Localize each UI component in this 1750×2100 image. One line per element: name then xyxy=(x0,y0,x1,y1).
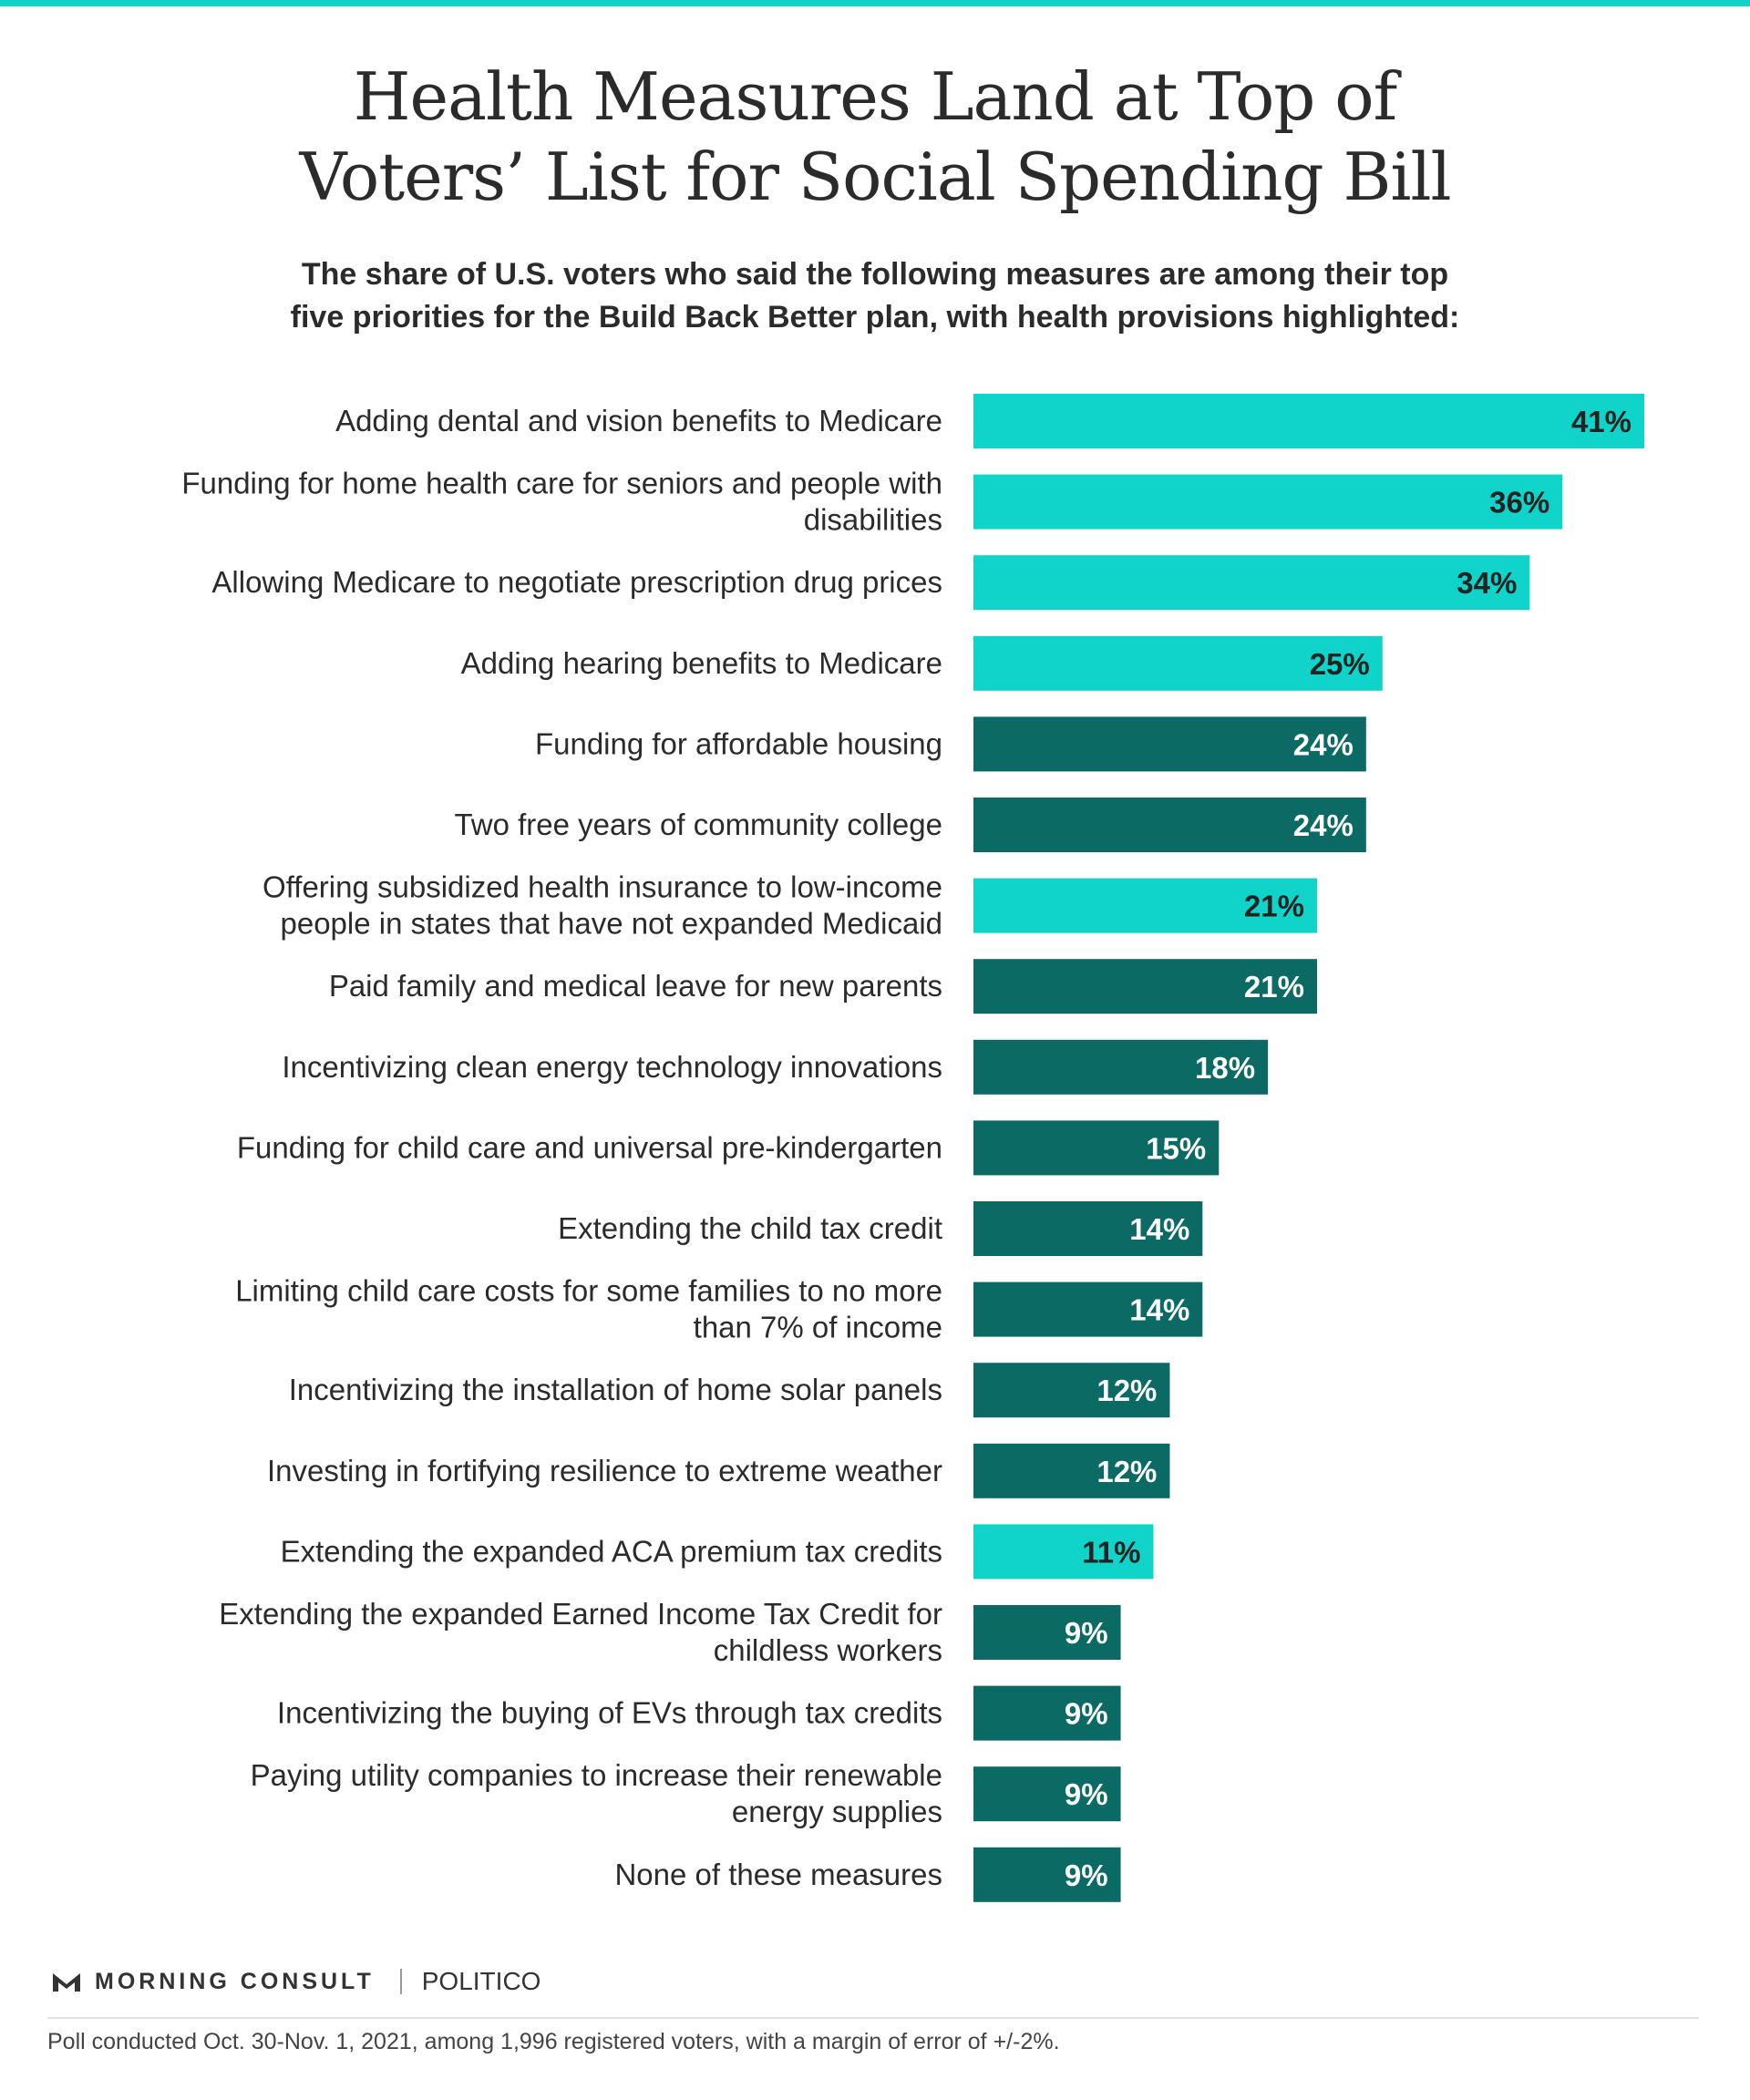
bar-value-label-12: 14% xyxy=(1129,1293,1189,1327)
category-label-10: Funding for child care and universal pre… xyxy=(237,1130,942,1164)
bar-value-label-6: 24% xyxy=(1293,808,1354,842)
bar-chart: 41% Adding dental and vision benefits to … xyxy=(181,394,1644,1902)
category-label-8: Paid family and medical leave for new pa… xyxy=(329,969,942,1003)
bar-value-label-7: 21% xyxy=(1244,890,1304,923)
bar-value-label-11: 14% xyxy=(1129,1212,1189,1246)
category-label-11: Extending the child tax credit xyxy=(558,1211,942,1245)
category-label-16-line-1: Extending the expanded Earned Income Tax… xyxy=(219,1597,942,1631)
bar-value-label-15: 11% xyxy=(1082,1535,1140,1569)
chart-subtitle-line-1: The share of U.S. voters who said the fo… xyxy=(301,257,1449,292)
bar-value-label-18: 9% xyxy=(1065,1777,1108,1811)
category-label-15: Extending the expanded ACA premium tax c… xyxy=(281,1534,942,1568)
chart-title-line-2: Voters’ List for Social Spending Bill xyxy=(299,139,1451,215)
bar-value-label-8: 21% xyxy=(1244,970,1304,1004)
category-label-18-line-1: Paying utility companies to increase the… xyxy=(251,1758,942,1792)
bar-value-label-19: 9% xyxy=(1065,1858,1108,1892)
chart-title: Health Measures Land at Top of Voters’ L… xyxy=(0,57,1750,217)
category-label-2-line-1: Funding for home health care for seniors… xyxy=(181,467,942,500)
category-label-19: None of these measures xyxy=(614,1858,942,1891)
category-label-1: Adding dental and vision benefits to Med… xyxy=(335,404,942,438)
politico-wordmark: POLITICO xyxy=(421,1967,541,1995)
category-label-7-line-1: Offering subsidized health insurance to … xyxy=(262,870,942,904)
bar-14 xyxy=(973,1443,1170,1498)
bar-value-label-9: 18% xyxy=(1195,1051,1255,1085)
category-label-16-line-2: childless workers xyxy=(714,1633,942,1667)
top-accent-rule xyxy=(0,0,1750,6)
category-label-13: Incentivizing the installation of home s… xyxy=(289,1373,942,1406)
bar-1 xyxy=(973,394,1644,448)
bar-18 xyxy=(973,1766,1121,1822)
bar-value-label-4: 25% xyxy=(1310,647,1370,681)
category-label-9: Incentivizing clean energy technology in… xyxy=(282,1050,942,1084)
category-label-14: Investing in fortifying resilience to ex… xyxy=(267,1454,942,1488)
footer-divider xyxy=(47,2017,1699,2019)
bar-value-label-13: 12% xyxy=(1096,1374,1157,1407)
chart-subtitle-line-2: five priorities for the Build Back Bette… xyxy=(290,300,1460,335)
category-label-18-line-2: energy supplies xyxy=(732,1795,942,1828)
bar-12 xyxy=(973,1282,1203,1337)
footnote: Poll conducted Oct. 30-Nov. 1, 2021, amo… xyxy=(47,2029,1060,2054)
bar-11 xyxy=(973,1201,1203,1256)
bar-6 xyxy=(973,798,1366,852)
brand-logos: MORNING CONSULT POLITICO xyxy=(51,1961,540,2002)
category-label-3: Allowing Medicare to negotiate prescript… xyxy=(211,565,942,599)
category-label-5: Funding for affordable housing xyxy=(535,726,942,760)
bar-value-label-17: 9% xyxy=(1065,1697,1108,1731)
bar-15 xyxy=(973,1524,1154,1580)
bar-4 xyxy=(973,635,1383,691)
bar-16 xyxy=(973,1605,1121,1660)
bar-value-label-5: 24% xyxy=(1293,727,1354,761)
bar-7 xyxy=(973,878,1317,933)
morning-consult-logo-icon xyxy=(53,1973,80,1992)
bar-17 xyxy=(973,1685,1121,1741)
morning-consult-wordmark: MORNING CONSULT xyxy=(95,1968,375,1994)
bar-2 xyxy=(973,474,1563,530)
bar-value-label-16: 9% xyxy=(1065,1616,1108,1650)
chart-title-line-1: Health Measures Land at Top of xyxy=(353,58,1398,135)
bar-13 xyxy=(973,1363,1170,1418)
bar-value-label-14: 12% xyxy=(1096,1455,1157,1488)
bar-19 xyxy=(973,1847,1121,1902)
bar-3 xyxy=(973,555,1530,611)
bar-8 xyxy=(973,959,1317,1014)
category-label-6: Two free years of community college xyxy=(454,808,942,841)
brand-divider xyxy=(399,1969,402,1994)
chart-subtitle: The share of U.S. voters who said the fo… xyxy=(228,253,1522,339)
category-label-7-line-2: people in states that have not expanded … xyxy=(280,907,942,941)
category-label-2-line-2: disabilities xyxy=(804,503,942,537)
bar-value-label-10: 15% xyxy=(1146,1131,1206,1165)
category-label-4: Adding hearing benefits to Medicare xyxy=(461,646,942,680)
category-label-12-line-2: than 7% of income xyxy=(694,1311,942,1344)
bar-value-label-3: 34% xyxy=(1457,566,1517,600)
bar-value-label-2: 36% xyxy=(1489,486,1549,520)
bar-value-label-1: 41% xyxy=(1571,405,1632,438)
bar-5 xyxy=(973,716,1366,772)
category-label-17: Incentivizing the buying of EVs through … xyxy=(277,1696,942,1730)
bar-9 xyxy=(973,1039,1269,1095)
category-label-12-line-1: Limiting child care costs for some famil… xyxy=(235,1274,942,1308)
bar-10 xyxy=(973,1120,1220,1176)
